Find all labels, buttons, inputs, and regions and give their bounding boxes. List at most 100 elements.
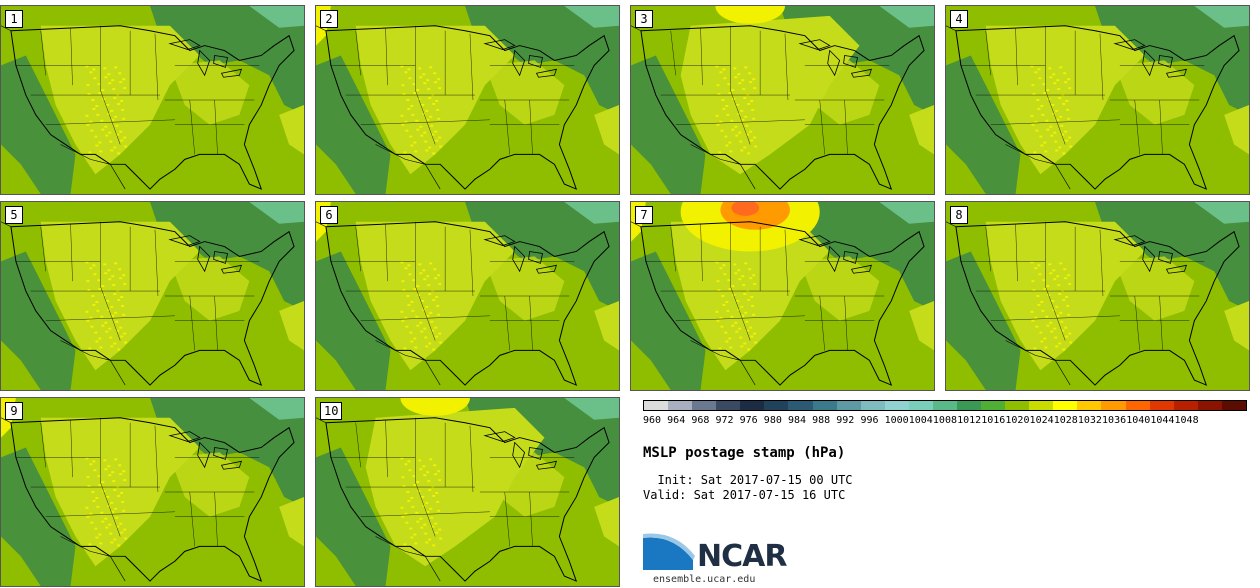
atlantic-high-patch bbox=[909, 300, 934, 351]
ensemble-member-panel: 8 bbox=[945, 201, 1250, 391]
northern-high-core bbox=[731, 202, 760, 216]
member-number-label: 5 bbox=[5, 206, 23, 224]
figure-title: MSLP postage stamp (hPa) bbox=[643, 445, 846, 461]
northeast-deep-low bbox=[1194, 6, 1249, 28]
colorbar-swatch bbox=[668, 401, 693, 410]
colorbar-swatch bbox=[644, 401, 669, 410]
west-coast-low-region bbox=[946, 251, 1021, 390]
colorbar-tick-label: 1024 bbox=[1029, 415, 1054, 426]
colorbar-tick-label: 1004 bbox=[908, 415, 933, 426]
us-outline bbox=[325, 25, 610, 190]
us-outline bbox=[10, 417, 295, 582]
colorbar-swatch bbox=[957, 401, 982, 410]
colorbar-swatch bbox=[1173, 401, 1198, 410]
plains-high-region bbox=[40, 221, 200, 371]
us-outline bbox=[325, 221, 610, 386]
colorbar-swatch bbox=[740, 401, 765, 410]
plains-high-region bbox=[670, 221, 830, 371]
colorbar-tick-label: 988 bbox=[812, 415, 831, 426]
ncar-logo-text: NCAR bbox=[697, 539, 787, 574]
us-outline bbox=[10, 25, 295, 190]
plains-high-region bbox=[355, 221, 515, 371]
west-coast-low-region bbox=[631, 55, 706, 194]
member-number-label: 4 bbox=[950, 10, 968, 28]
member-number-label: 2 bbox=[320, 10, 338, 28]
mslp-colorbar bbox=[643, 400, 1247, 411]
colorbar-tick-label: 992 bbox=[836, 415, 855, 426]
colorbar-swatch bbox=[1053, 401, 1078, 410]
ensemble-member-panel: 4 bbox=[945, 5, 1250, 195]
ncar-logo-icon bbox=[643, 533, 695, 570]
great-lakes bbox=[168, 235, 243, 274]
colorbar-swatch bbox=[1005, 401, 1030, 410]
west-coast-low-region bbox=[631, 251, 706, 390]
colorbar-tick-label: 976 bbox=[739, 415, 758, 426]
mslp-map bbox=[1, 398, 304, 586]
colorbar-swatch bbox=[1197, 401, 1222, 410]
canada-border bbox=[1, 417, 12, 424]
state-boundaries bbox=[960, 221, 1205, 351]
rockies-high-pressure-speckle bbox=[85, 457, 128, 547]
state-boundaries bbox=[330, 417, 575, 547]
colorbar-tick-label: 968 bbox=[691, 415, 710, 426]
great-lakes bbox=[168, 39, 243, 78]
west-coast-low-region bbox=[316, 55, 391, 194]
colorbar-tick-label: 980 bbox=[763, 415, 782, 426]
canada-border bbox=[316, 417, 327, 424]
mslp-map bbox=[946, 6, 1249, 194]
northeast-deep-low bbox=[564, 6, 619, 28]
rockies-high-pressure-speckle bbox=[85, 65, 128, 155]
state-boundaries bbox=[15, 25, 260, 155]
ensemble-member-panel: 7 bbox=[630, 201, 935, 391]
great-lakes bbox=[1113, 39, 1188, 78]
mexico-border bbox=[375, 536, 441, 582]
northeast-deep-low bbox=[564, 398, 619, 420]
west-coast-low-region bbox=[316, 251, 391, 390]
ensemble-member-panel: 5 bbox=[0, 201, 305, 391]
colorbar-tick-label: 1048 bbox=[1174, 415, 1199, 426]
colorbar-tick-label: 1036 bbox=[1102, 415, 1127, 426]
us-outline bbox=[640, 25, 925, 190]
rockies-high-pressure-speckle bbox=[1030, 261, 1073, 351]
plains-high-region bbox=[985, 221, 1145, 371]
colorbar-swatch bbox=[860, 401, 885, 410]
colorbar-swatch bbox=[1221, 401, 1246, 410]
colorbar-tick-label: 984 bbox=[787, 415, 807, 426]
colorbar-swatch bbox=[1125, 401, 1150, 410]
us-outline bbox=[10, 221, 295, 386]
colorbar-tick-label: 1040 bbox=[1126, 415, 1151, 426]
mslp-map bbox=[316, 398, 619, 586]
colorbar-swatch bbox=[836, 401, 861, 410]
colorbar-tick-label: 1000 bbox=[884, 415, 909, 426]
colorbar-tick-label: 960 bbox=[643, 415, 662, 426]
us-outline bbox=[640, 221, 925, 386]
northeast-deep-low bbox=[879, 6, 934, 28]
canada-border bbox=[631, 221, 642, 228]
member-number-label: 8 bbox=[950, 206, 968, 224]
ensemble-member-panel: 10 bbox=[315, 397, 620, 587]
mslp-map bbox=[631, 202, 934, 390]
colorbar-swatch bbox=[788, 401, 813, 410]
colorbar-tick-label: 996 bbox=[860, 415, 879, 426]
canada-border bbox=[316, 221, 327, 228]
canada-border bbox=[946, 25, 957, 32]
member-number-label: 7 bbox=[635, 206, 653, 224]
ensemble-member-panel: 6 bbox=[315, 201, 620, 391]
atlantic-high-patch bbox=[594, 496, 619, 547]
colorbar-swatch bbox=[884, 401, 909, 410]
colorbar-swatch bbox=[908, 401, 933, 410]
atlantic-high-patch bbox=[279, 104, 304, 155]
colorbar-tick-label: 964 bbox=[667, 415, 686, 426]
great-lakes bbox=[168, 431, 243, 470]
mslp-map bbox=[946, 202, 1249, 390]
colorbar-tick-label: 1028 bbox=[1053, 415, 1078, 426]
great-lakes bbox=[798, 235, 873, 274]
us-outline bbox=[325, 417, 610, 582]
northern-high-yellow bbox=[715, 6, 785, 24]
west-coast-low-region bbox=[1, 55, 76, 194]
colorbar-tick-labels: 960 964 968 972 976 980 984 988 992 996 1000 1004 10… bbox=[632, 415, 1260, 429]
ensemble-member-panel: 9 bbox=[0, 397, 305, 587]
mexico-border bbox=[1005, 144, 1071, 190]
mexico-border bbox=[60, 536, 126, 582]
colorbar-tick-label: 1008 bbox=[932, 415, 957, 426]
